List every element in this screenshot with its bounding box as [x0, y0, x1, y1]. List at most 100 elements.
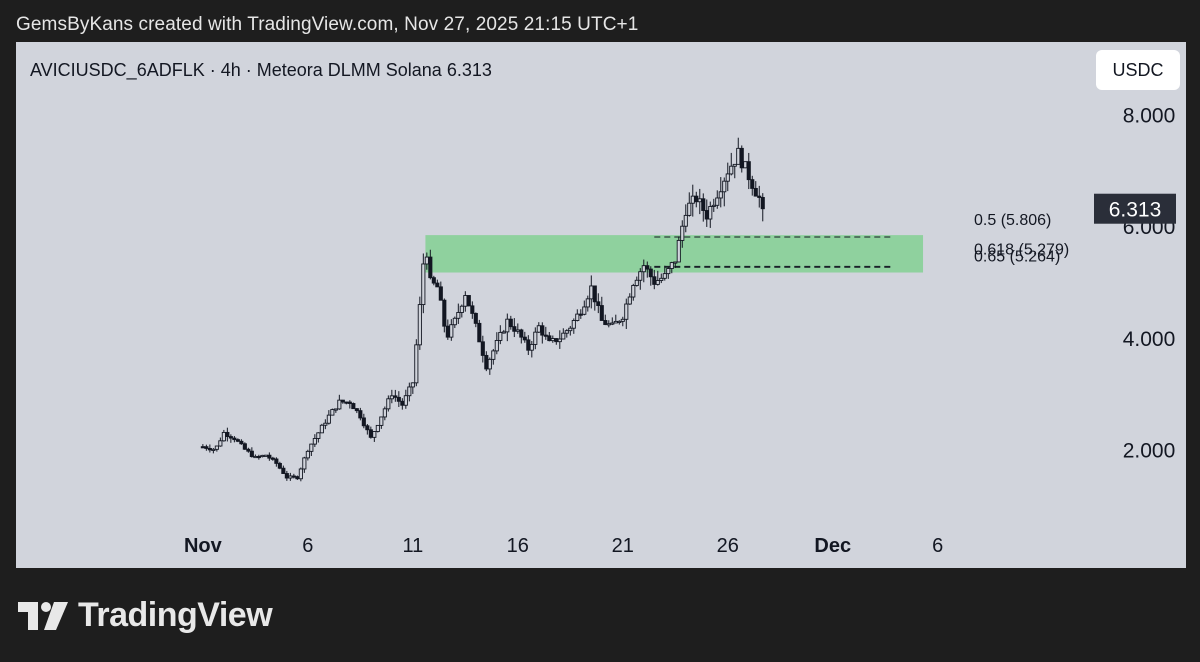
candle-body	[690, 195, 695, 204]
candle-body	[554, 338, 559, 343]
candle-body	[295, 476, 300, 480]
candle-body	[214, 445, 219, 450]
candle-body	[757, 195, 762, 198]
candle-body	[715, 197, 720, 206]
candle-body	[463, 295, 468, 307]
candle-body	[613, 320, 618, 324]
candle-body	[431, 277, 436, 284]
candle-body	[704, 210, 709, 220]
candle-body	[673, 261, 678, 264]
candle-body	[750, 179, 755, 189]
candle-body	[344, 401, 349, 404]
candle-body	[620, 318, 625, 322]
candle-body	[407, 386, 412, 397]
candle-body	[368, 429, 373, 438]
fib-level-label: 0.618 (5.279)	[974, 241, 1069, 258]
price-chart[interactable]: 0.5 (5.806) 0.618 (5.279)0.65 (5.264) 2.00…	[16, 42, 1186, 568]
candle-body	[323, 422, 328, 426]
candle-body	[396, 396, 401, 402]
x-axis-tick-label: 16	[507, 535, 529, 557]
symbol-title: AVICIUSDC_6ADFLK · 4h · Meteora DLMM Sol…	[30, 60, 492, 80]
candle-body	[382, 408, 387, 418]
candle-body	[550, 338, 555, 342]
candle-body	[288, 475, 293, 479]
candle-body	[732, 163, 737, 167]
candle-body	[305, 450, 310, 459]
last-price-badge	[1094, 193, 1176, 224]
candle-body	[428, 256, 433, 279]
candle-body	[645, 265, 650, 270]
candle-body	[533, 331, 538, 345]
candle-body	[508, 318, 513, 328]
candle-body	[393, 395, 398, 398]
candle-body	[564, 330, 569, 334]
candle-body	[274, 458, 279, 464]
candle-body	[659, 277, 664, 281]
candle-body	[449, 324, 454, 338]
candle-body	[340, 399, 345, 403]
tradingview-logo-icon	[18, 601, 68, 630]
candle-body	[242, 443, 247, 450]
candle-body	[365, 425, 370, 431]
x-axis-tick-label: 21	[612, 535, 634, 557]
candle-body	[204, 446, 209, 449]
candle-body	[312, 438, 317, 445]
candle-body	[540, 325, 545, 336]
brand-name: TradingView	[78, 596, 273, 634]
candle-body	[515, 329, 520, 332]
candle-body	[484, 354, 489, 370]
candle-body	[456, 312, 461, 319]
candle-body	[697, 198, 702, 203]
candle-body	[480, 341, 485, 356]
candle-body	[400, 400, 405, 406]
candle-body	[445, 325, 450, 338]
candle-body	[610, 322, 615, 325]
candle-body	[239, 440, 244, 445]
candle-body	[694, 195, 699, 203]
candle-body	[662, 273, 667, 279]
x-axis-tick-label: 26	[717, 535, 739, 557]
candle-body	[333, 408, 338, 411]
fib-level-label: 0.5 (5.806)	[974, 212, 1051, 229]
candle-body	[491, 350, 496, 360]
tradingview-brand: TradingView	[18, 596, 273, 635]
x-axis-tick-label: Dec	[814, 535, 851, 557]
candle-body	[211, 448, 216, 451]
candle-body	[435, 282, 440, 288]
candle-body	[599, 305, 604, 321]
candle-body	[592, 285, 597, 303]
candle-body	[298, 468, 303, 480]
candle-body	[438, 286, 443, 301]
chart-panel[interactable]: 0.5 (5.806) 0.618 (5.279) 0.65 (5.264) 2.00…	[16, 42, 1186, 568]
candle-body	[375, 424, 380, 432]
candle-body	[571, 320, 576, 329]
candle-body	[561, 332, 566, 340]
candle-body	[505, 318, 510, 333]
candle-body	[246, 448, 251, 452]
candle-body	[627, 296, 632, 305]
candle-body	[347, 401, 352, 404]
candle-body	[708, 206, 713, 220]
candle-body	[578, 313, 583, 316]
candle-body	[638, 271, 643, 281]
candle-body	[529, 343, 534, 351]
candle-body	[722, 180, 727, 193]
candle-body	[351, 403, 356, 410]
candle-body	[421, 263, 426, 306]
candle-body	[585, 298, 590, 308]
candle-body	[543, 334, 548, 337]
candle-body	[281, 467, 286, 474]
candle-body	[330, 409, 335, 416]
currency-button[interactable]: USDC	[1096, 50, 1180, 90]
candle-body	[631, 285, 636, 298]
candle-body	[760, 197, 765, 210]
candle-body	[743, 161, 748, 169]
candle-body	[270, 457, 275, 460]
candle-body	[284, 473, 289, 479]
candle-body	[249, 450, 254, 458]
candle-body	[470, 305, 475, 314]
candle-body	[302, 457, 307, 470]
candle-body	[725, 173, 730, 182]
candle-body	[232, 437, 237, 441]
candle-body	[652, 276, 657, 285]
